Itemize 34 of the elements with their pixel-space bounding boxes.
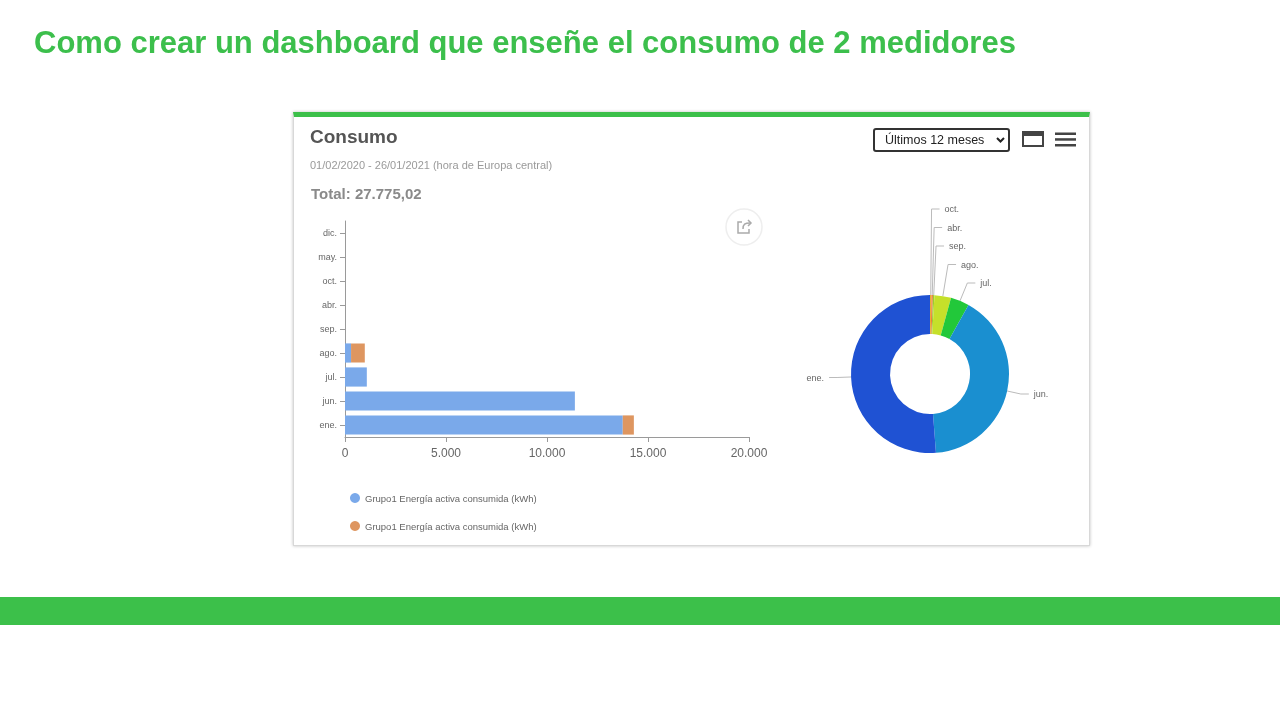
text: Total: 27.775,02 [311, 185, 422, 202]
slice-label: oct. [944, 204, 960, 214]
bar [345, 367, 367, 387]
slice-label: abr. [947, 222, 963, 233]
x-tick-label: 10.000 [528, 446, 566, 460]
y-tick-label: abr. [321, 300, 337, 310]
y-tick-label: jul. [324, 372, 337, 382]
chart-title: Como crear un dashboard que enseñe el consumo de 2 medidores [34, 24, 1017, 62]
slice-label: ene. [806, 372, 825, 383]
bar [345, 415, 623, 435]
bar [345, 343, 352, 363]
slice-label: jul. [979, 278, 992, 288]
y-tick-label: may. [318, 252, 337, 262]
slice-label: jun. [1032, 389, 1049, 399]
x-tick-label: 0 [341, 446, 349, 460]
bar [351, 343, 365, 363]
y-tick-label: dic. [322, 228, 337, 238]
y-tick-label: ene. [319, 420, 337, 430]
dropdown: Últimos 12 meses [873, 128, 1010, 152]
text: 01/02/2020 - 26/01/2021 (hora de Europa central) [310, 159, 553, 171]
y-tick-label: sep. [319, 324, 337, 334]
x-tick-label: 5.000 [430, 446, 462, 460]
slice-label: ago. [961, 259, 979, 270]
y-tick-label: ago. [319, 348, 337, 358]
legend-label: Grupo1 Energía activa consumida (kWh) [365, 520, 537, 532]
bar [622, 415, 634, 435]
bar [345, 391, 575, 411]
x-tick-label: 15.000 [629, 446, 667, 460]
chart-subtitle: Consumo [310, 126, 398, 148]
slice-label: sep. [949, 241, 967, 251]
x-tick-label: 20.000 [730, 446, 768, 460]
y-tick-label: oct. [322, 276, 337, 286]
y-tick-label: jun. [321, 396, 337, 406]
legend-label: Grupo1 Energía activa consumida (kWh) [365, 492, 537, 504]
